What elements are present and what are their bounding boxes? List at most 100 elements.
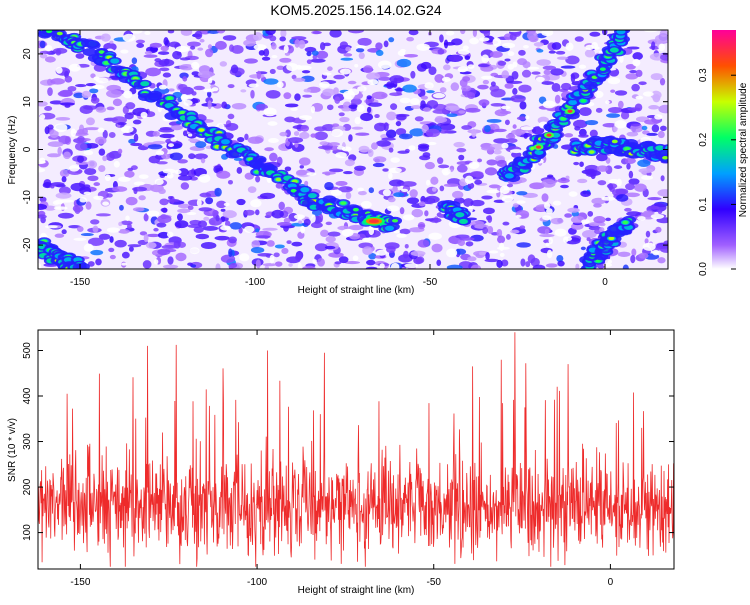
heatmap-noise-blob [80, 233, 94, 237]
heatmap-noise-blob [194, 30, 203, 40]
heatmap-noise-blob [396, 58, 412, 68]
heatmap-noise-blob [157, 215, 172, 224]
heatmap-noise-blob [565, 55, 580, 65]
heatmap-noise-blob [135, 39, 146, 44]
heatmap-noise-blob [393, 192, 405, 198]
heatmap-gap-blob [462, 45, 469, 50]
heatmap-noise-blob [144, 51, 153, 55]
heatmap-gap-blob [489, 250, 499, 254]
heatmap-gap-blob [607, 77, 621, 85]
heatmap-gap-blob [286, 62, 298, 72]
heatmap-noise-blob [410, 70, 416, 79]
heatmap-noise-blob [478, 251, 486, 256]
heatmap-noise-blob [75, 84, 87, 88]
heatmap-noise-blob [343, 53, 353, 57]
colorbar: 0.0 0.1 0.2 0.3 Normalized spectral amplitu… [698, 30, 749, 276]
heatmap-noise-blob [295, 253, 302, 261]
heatmap-gap-blob [554, 228, 567, 237]
heatmap-noise-blob [202, 226, 219, 231]
heatmap-noise-blob [465, 241, 474, 247]
heatmap-noise-blob [382, 168, 389, 172]
heatmap-noise-blob [320, 229, 329, 238]
heatmap-noise-blob [461, 85, 472, 92]
heatmap-ridge-mid [534, 149, 544, 155]
heatmap-noise-blob [152, 130, 160, 137]
heatmap-gap-blob [341, 228, 354, 237]
heatmap-noise-blob [42, 182, 53, 189]
heatmap-noise-blob [494, 109, 509, 117]
heatmap-noise-blob [450, 82, 460, 91]
heatmap-gap-blob [619, 54, 624, 63]
heatmap-noise-blob [531, 126, 545, 135]
heatmap-noise-blob [350, 98, 362, 105]
heatmap-noise-blob [199, 30, 211, 35]
heatmap-noise-blob [366, 72, 381, 81]
heatmap-noise-blob [385, 129, 397, 139]
heatmap-gap-blob [52, 200, 60, 205]
heatmap-noise-blob [439, 123, 456, 131]
heatmap-noise-blob [335, 180, 348, 187]
heatmap-hotspot-core [536, 145, 541, 149]
heatmap-noise-blob [632, 52, 643, 61]
heatmap-noise-blob [660, 125, 667, 132]
heatmap-noise-blob [237, 136, 245, 143]
heatmap-noise-blob [602, 122, 618, 128]
heatmap-ridge-mid [307, 192, 317, 199]
heatmap-noise-blob [556, 254, 564, 263]
heatmap-noise-blob [284, 52, 291, 56]
heatmap-noise-blob [255, 103, 268, 111]
heatmap-noise-blob [529, 182, 545, 190]
heatmap-noise-blob [207, 30, 220, 34]
heatmap-noise-blob [127, 223, 132, 230]
heatmap-noise-blob [145, 241, 157, 249]
heatmap-noise-blob [222, 35, 237, 41]
heatmap-noise-blob [252, 31, 263, 41]
heatmap-noise-blob [279, 57, 292, 63]
heatmap-noise-blob [630, 254, 636, 264]
heatmap-noise-blob [90, 73, 96, 79]
heatmap-gap-blob [486, 189, 500, 194]
heatmap-noise-blob [291, 241, 303, 247]
heatmap-noise-blob [497, 235, 506, 244]
heatmap-noise-blob [465, 107, 481, 113]
heatmap-x-tick-label: -100 [245, 277, 265, 288]
heatmap-noise-blob [85, 82, 96, 87]
heatmap-noise-blob [231, 102, 247, 110]
heatmap-gap-blob [605, 100, 610, 105]
heatmap-noise-blob [638, 81, 647, 86]
heatmap-noise-blob [521, 69, 532, 78]
heatmap-noise-blob [255, 228, 260, 233]
heatmap-noise-blob [87, 261, 95, 267]
heatmap-gap-blob [263, 107, 277, 117]
heatmap-noise-blob [510, 94, 526, 103]
heatmap-noise-blob [103, 42, 117, 52]
heatmap-noise-blob [233, 157, 243, 161]
heatmap-noise-blob [112, 98, 123, 107]
heatmap-noise-blob [388, 147, 394, 153]
heatmap-noise-blob [225, 220, 231, 227]
heatmap-noise-blob [167, 256, 174, 265]
heatmap-noise-blob [523, 133, 528, 139]
heatmap-noise-blob [426, 90, 435, 94]
heatmap-noise-blob [100, 33, 111, 42]
heatmap-gap-blob [300, 225, 306, 234]
heatmap-noise-blob [327, 66, 333, 71]
heatmap-noise-blob [258, 50, 265, 56]
heatmap-noise-blob [168, 195, 173, 200]
heatmap-gap-blob [404, 263, 419, 268]
heatmap-gap-blob [427, 141, 437, 146]
heatmap-noise-blob [648, 105, 660, 110]
heatmap-noise-blob [325, 221, 333, 226]
heatmap-gap-blob [38, 262, 42, 269]
heatmap-gap-blob [499, 185, 510, 195]
heatmap-noise-blob [398, 133, 413, 140]
heatmap-gap-blob [310, 105, 316, 114]
heatmap-noise-blob [596, 153, 608, 162]
heatmap-noise-blob [117, 148, 123, 154]
heatmap-gap-blob [507, 63, 515, 70]
heatmap-gap-blob [616, 178, 622, 187]
heatmap-noise-blob [124, 112, 134, 120]
heatmap-noise-blob [645, 230, 651, 238]
heatmap-noise-blob [250, 246, 265, 254]
heatmap-noise-blob [303, 88, 312, 93]
